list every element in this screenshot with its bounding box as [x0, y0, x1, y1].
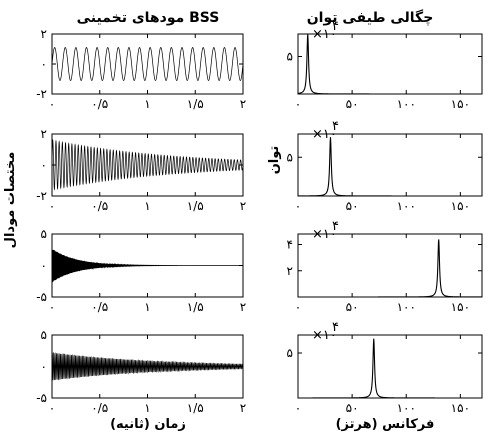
y-multiplier-exponent: ۴: [332, 19, 339, 34]
plot-frame: [297, 33, 483, 95]
psd-panel-4: ×۱۰۴ ۰ ۵۰ ۱۰۰ ۱۵۰ ۵: [287, 320, 483, 415]
y-multiplier-exponent: ۴: [332, 219, 339, 234]
x-tick-label: ۰: [295, 199, 301, 213]
modes-panel-2: ۰ ۰/۵ ۱ ۱/۵ ۲-۲۰۲: [36, 127, 246, 213]
x-tick-label: ۰: [49, 199, 55, 213]
x-tick-label: ۲: [240, 199, 246, 213]
y-tick-label: -۲: [36, 189, 47, 203]
x-tick-label: ۱/۵: [187, 199, 204, 213]
x-tick-label: ۱۵۰: [451, 401, 470, 415]
y-multiplier-label: ×۱۰: [312, 27, 337, 42]
plot-frame: [297, 233, 483, 298]
x-tick-label: ۵۰: [346, 97, 359, 111]
y-multiplier-exponent: ۴: [332, 320, 339, 335]
y-multiplier-label: ×۱۰: [312, 328, 337, 343]
x-tick-label: ۱: [144, 401, 150, 415]
plot-frame: [297, 133, 483, 197]
mode-signal-line: [51, 351, 244, 381]
right-column-title: چگالی طیفی توان: [307, 9, 434, 26]
y-multiplier-label: ×۱۰: [312, 227, 337, 242]
mode-signal-line: [51, 248, 243, 283]
psd-peak-line: [298, 239, 482, 298]
right-y-axis-label: توان: [267, 146, 282, 175]
x-tick-label: ۲: [240, 401, 246, 415]
x-tick-label: ۱/۵: [187, 401, 204, 415]
mode-signal-line: [51, 138, 244, 191]
x-tick-label: ۰: [49, 97, 55, 111]
y-tick-label: ۴: [287, 238, 293, 252]
y-tick-label: ۵: [287, 50, 293, 64]
x-tick-label: ۱۰۰: [397, 300, 416, 314]
x-tick-label: ۰: [295, 97, 301, 111]
psd-peak-line: [298, 137, 482, 197]
y-tick-label: -۲: [36, 87, 47, 101]
x-tick-label: ۱/۵: [187, 97, 204, 111]
x-tick-label: ۰: [49, 401, 55, 415]
x-tick-label: ۱: [144, 199, 150, 213]
y-tick-label: ۰: [41, 158, 47, 172]
x-tick-label: ۰/۵: [91, 199, 108, 213]
psd-peak-line: [298, 338, 482, 399]
y-multiplier-label: ×۱۰: [312, 127, 337, 142]
right-x-axis-label: فرکانس (هرتز): [336, 417, 435, 432]
left-x-axis-label: زمان (ثانیه): [110, 417, 186, 432]
x-tick-label: ۱۰۰: [397, 199, 416, 213]
y-tick-label: -۵: [36, 391, 47, 405]
left-column-title: مودهای تخمینی BSS: [77, 10, 220, 26]
x-tick-label: ۵۰: [346, 300, 359, 314]
mode-signal-line: [51, 47, 244, 81]
modes-panel-1: ۰ ۰/۵ ۱ ۱/۵ ۲-۲۰۲: [36, 27, 246, 111]
x-tick-label: ۰: [49, 300, 55, 314]
x-tick-label: ۱۰۰: [397, 97, 416, 111]
y-tick-label: ۰: [41, 57, 47, 71]
x-tick-label: ۰: [295, 300, 301, 314]
x-tick-label: ۰: [295, 401, 301, 415]
x-tick-label: ۲: [240, 300, 246, 314]
x-tick-label: ۰/۵: [91, 300, 108, 314]
x-tick-label: ۱۵۰: [451, 199, 470, 213]
y-tick-label: ۲: [41, 27, 47, 41]
modes-panel-4: ۰ ۰/۵ ۱ ۱/۵ ۲-۵۰۵: [36, 328, 246, 415]
psd-panel-1: ×۱۰۴ ۰ ۵۰ ۱۰۰ ۱۵۰ ۵: [287, 19, 483, 111]
psd-panel-2: ×۱۰۴ ۰ ۵۰ ۱۰۰ ۱۵۰ ۵: [287, 119, 483, 213]
x-tick-label: ۱۵۰: [451, 97, 470, 111]
y-tick-label: ۵: [41, 328, 47, 342]
y-tick-label: ۲: [287, 264, 293, 278]
x-tick-label: ۱۵۰: [451, 300, 470, 314]
x-tick-label: ۵۰: [346, 199, 359, 213]
psd-peak-line: [297, 34, 482, 95]
x-tick-label: ۲: [240, 97, 246, 111]
x-tick-label: ۰/۵: [91, 401, 108, 415]
left-y-axis-label: مختصات مودال: [3, 152, 18, 249]
y-tick-label: -۵: [36, 290, 47, 304]
y-tick-label: ۰: [41, 259, 47, 273]
x-tick-label: ۱۰۰: [397, 401, 416, 415]
x-tick-label: ۱: [144, 300, 150, 314]
y-tick-label: ۵: [287, 346, 293, 360]
x-tick-label: ۱: [144, 97, 150, 111]
y-tick-label: ۵: [41, 227, 47, 241]
y-tick-label: ۲: [41, 127, 47, 141]
x-tick-label: ۰/۵: [91, 97, 108, 111]
modes-panel-3: ۰ ۰/۵ ۱ ۱/۵ ۲-۵۰۵: [36, 227, 246, 314]
y-tick-label: ۵: [287, 150, 293, 164]
x-tick-label: ۱/۵: [187, 300, 204, 314]
plot-frame: [297, 334, 483, 399]
y-multiplier-exponent: ۴: [332, 119, 339, 134]
y-tick-label: ۰: [41, 360, 47, 374]
x-tick-label: ۵۰: [346, 401, 359, 415]
